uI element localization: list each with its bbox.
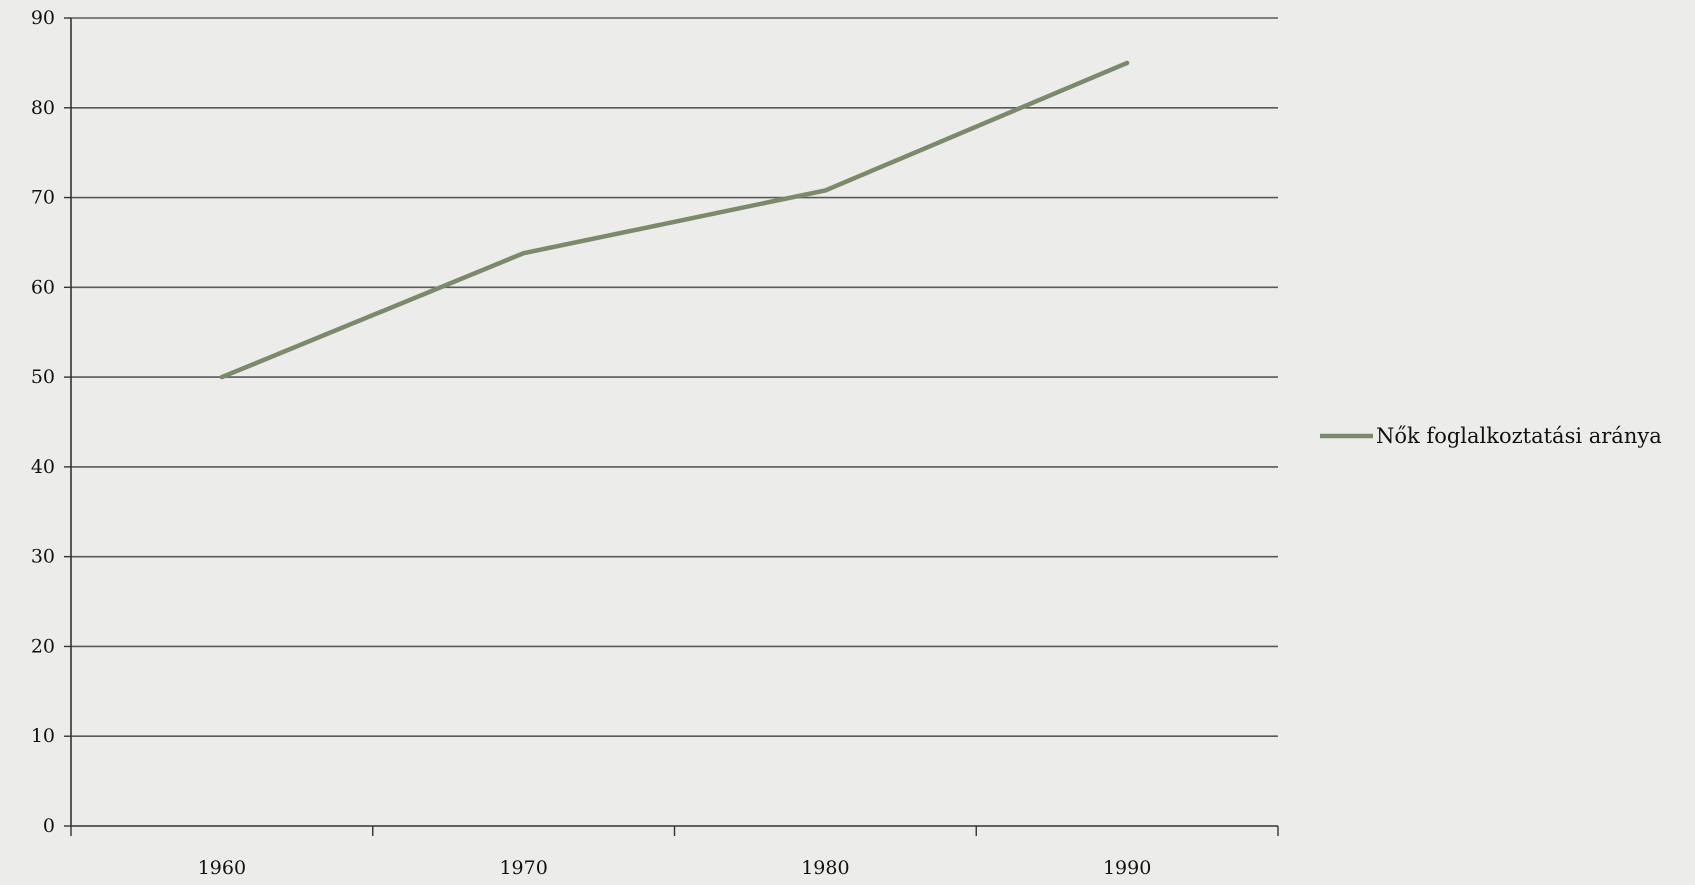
y-tick-label: 0: [43, 815, 55, 837]
y-tick-label: 90: [31, 7, 55, 29]
y-tick-label: 30: [31, 546, 55, 568]
legend-label: Nők foglalkoztatási aránya: [1376, 424, 1662, 448]
gridlines: [71, 18, 1278, 736]
legend: Nők foglalkoztatási aránya: [1320, 424, 1662, 448]
y-tick-label: 10: [31, 725, 55, 747]
y-tick-labels: 0 10 20 30 40 50 60 70 80 90: [31, 7, 55, 837]
x-tick-label: 1960: [198, 857, 246, 879]
y-tick-label: 40: [31, 456, 55, 478]
x-tick-label: 1980: [801, 857, 849, 879]
axes: [64, 18, 1278, 836]
x-tick-label: 1970: [499, 857, 547, 879]
series-line-0: [222, 63, 1127, 377]
y-tick-label: 50: [31, 366, 55, 388]
y-tick-label: 60: [31, 276, 55, 298]
x-tick-label: 1990: [1103, 857, 1151, 879]
y-tick-label: 80: [31, 97, 55, 119]
y-tick-label: 20: [31, 635, 55, 657]
y-tick-label: 70: [31, 187, 55, 209]
x-tick-labels: 1960 1970 1980 1990: [198, 857, 1152, 879]
series-lines: [222, 63, 1127, 377]
